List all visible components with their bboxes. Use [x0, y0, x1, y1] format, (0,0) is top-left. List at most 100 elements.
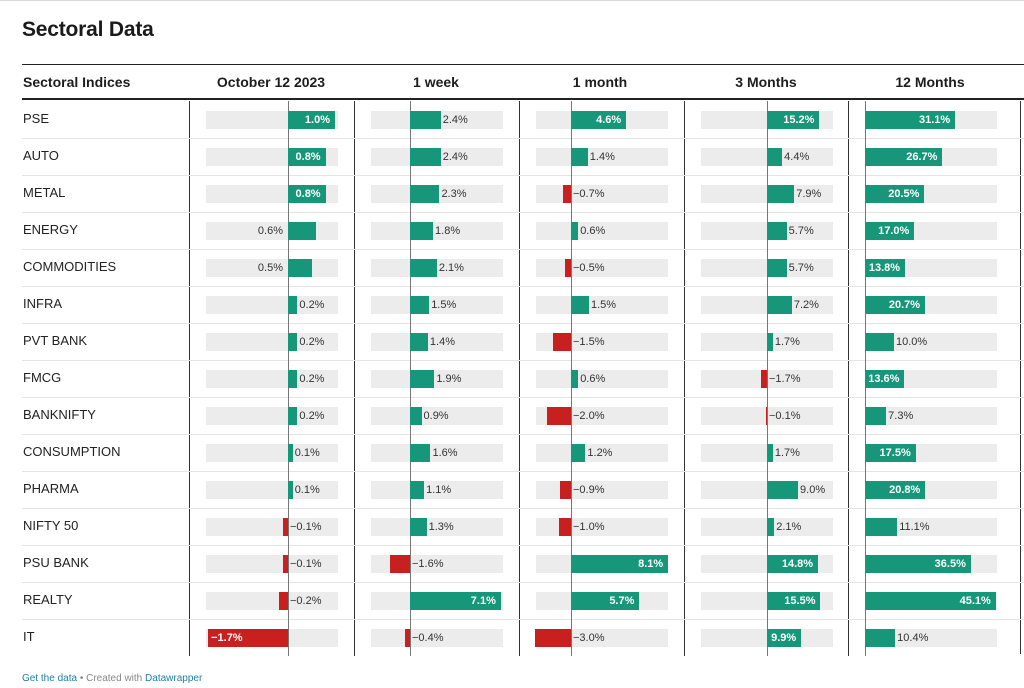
zero-line	[410, 545, 411, 582]
column-separator	[848, 101, 849, 656]
bar	[283, 554, 288, 573]
datawrapper-link[interactable]: Datawrapper	[145, 673, 203, 684]
value-label: 26.7%	[906, 150, 938, 163]
row-label: NIFTY 50	[23, 518, 79, 533]
bar	[767, 295, 792, 314]
bar	[283, 517, 288, 536]
value-label: 5.7%	[609, 594, 635, 607]
footer-separator: • Created with	[77, 673, 146, 684]
zero-line	[571, 323, 572, 360]
bar-track	[536, 147, 668, 166]
value-label: 1.5%	[591, 298, 617, 311]
bar-track	[206, 369, 338, 388]
value-label: 1.3%	[428, 520, 454, 533]
bar	[865, 147, 943, 166]
bar	[410, 147, 441, 166]
row-separator	[22, 138, 1024, 139]
column-separator	[189, 101, 190, 656]
bar	[767, 184, 795, 203]
bar	[865, 221, 915, 240]
bar	[865, 295, 926, 314]
bar	[767, 332, 773, 351]
bar-track	[865, 517, 997, 536]
column-header-3-months: 3 Months	[735, 74, 797, 90]
bar-track	[865, 628, 997, 647]
bar-track	[206, 295, 338, 314]
value-label: 17.5%	[879, 446, 911, 459]
bar	[410, 517, 427, 536]
zero-line	[571, 508, 572, 545]
bar	[565, 258, 571, 277]
bar	[865, 406, 887, 425]
bar	[410, 443, 431, 462]
bar	[404, 628, 410, 647]
bar	[288, 406, 298, 425]
value-label: 20.7%	[888, 298, 921, 311]
value-label: 36.5%	[934, 557, 966, 570]
bar-track	[371, 221, 503, 240]
get-data-link[interactable]: Get the data	[22, 673, 78, 684]
value-label: 1.7%	[774, 446, 800, 459]
value-label: 2.4%	[442, 113, 468, 126]
zero-line	[288, 582, 289, 619]
bar	[288, 258, 312, 277]
column-header-october-12-2023: October 12 2023	[216, 74, 326, 90]
value-label: 1.2%	[587, 446, 613, 459]
bar	[865, 517, 898, 536]
bar	[571, 221, 579, 240]
value-label: −2.0%	[573, 409, 605, 422]
value-label: 8.1%	[638, 557, 664, 570]
value-label: 7.1%	[470, 594, 496, 607]
value-label: −0.1%	[290, 557, 322, 570]
bar	[278, 591, 288, 610]
value-label: 0.5%	[257, 261, 283, 274]
bar	[571, 110, 627, 129]
bar	[559, 517, 571, 536]
zero-line	[571, 397, 572, 434]
column-header-sectoral-indices: Sectoral Indices	[23, 74, 131, 90]
bar	[553, 332, 571, 351]
right-edge-rule	[1020, 101, 1021, 654]
bar	[865, 554, 971, 573]
value-label: −0.1%	[290, 520, 322, 533]
bar	[288, 369, 298, 388]
value-label: 2.1%	[438, 261, 464, 274]
zero-line	[288, 619, 289, 656]
value-label: 0.1%	[294, 446, 320, 459]
bar	[767, 554, 819, 573]
bar	[288, 443, 293, 462]
bar	[288, 332, 298, 351]
value-label: 0.8%	[295, 150, 321, 163]
bar	[547, 406, 571, 425]
bar	[288, 295, 298, 314]
value-label: −1.5%	[573, 335, 605, 348]
bar	[571, 591, 640, 610]
bar-track	[371, 258, 503, 277]
value-label: 1.6%	[432, 446, 458, 459]
zero-line	[767, 360, 768, 397]
zero-line	[288, 545, 289, 582]
value-label: 0.2%	[299, 335, 325, 348]
bar-track	[536, 295, 668, 314]
value-label: 1.0%	[304, 113, 330, 126]
bar	[766, 406, 767, 425]
column-separator	[684, 101, 685, 656]
bar	[865, 591, 996, 610]
bar	[767, 480, 799, 499]
bar	[208, 628, 288, 647]
value-label: 20.8%	[889, 483, 921, 496]
bar	[767, 258, 787, 277]
value-label: 0.2%	[299, 409, 325, 422]
value-label: 7.3%	[888, 409, 914, 422]
bar	[410, 480, 425, 499]
bar	[865, 258, 906, 277]
bar	[389, 554, 410, 573]
bar	[410, 110, 441, 129]
bar-track	[536, 443, 668, 462]
row-separator	[22, 619, 1024, 620]
value-label: 5.7%	[788, 261, 814, 274]
value-label: −0.7%	[573, 187, 605, 200]
value-label: 1.4%	[429, 335, 455, 348]
bar	[767, 147, 783, 166]
row-label: FMCG	[23, 370, 62, 385]
